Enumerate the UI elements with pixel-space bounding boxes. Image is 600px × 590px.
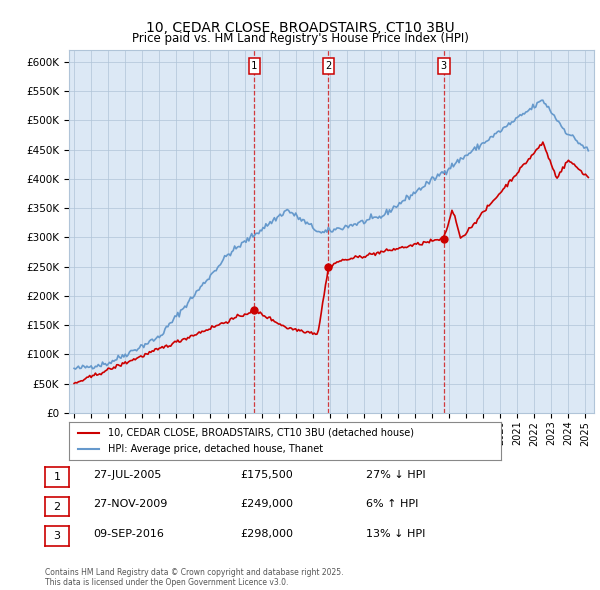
Text: 10, CEDAR CLOSE, BROADSTAIRS, CT10 3BU (detached house): 10, CEDAR CLOSE, BROADSTAIRS, CT10 3BU (… [108,428,414,438]
Text: £175,500: £175,500 [240,470,293,480]
Text: HPI: Average price, detached house, Thanet: HPI: Average price, detached house, Than… [108,444,323,454]
Text: 27% ↓ HPI: 27% ↓ HPI [366,470,425,480]
Text: 27-JUL-2005: 27-JUL-2005 [93,470,161,480]
Text: Contains HM Land Registry data © Crown copyright and database right 2025.
This d: Contains HM Land Registry data © Crown c… [45,568,343,587]
Text: 3: 3 [53,531,61,541]
Text: 10, CEDAR CLOSE, BROADSTAIRS, CT10 3BU: 10, CEDAR CLOSE, BROADSTAIRS, CT10 3BU [146,21,454,35]
Text: £298,000: £298,000 [240,529,293,539]
Text: 27-NOV-2009: 27-NOV-2009 [93,500,167,509]
Text: £249,000: £249,000 [240,500,293,509]
Text: 13% ↓ HPI: 13% ↓ HPI [366,529,425,539]
Text: 2: 2 [53,502,61,512]
Text: 2: 2 [325,61,332,71]
Text: 1: 1 [251,61,257,71]
Text: Price paid vs. HM Land Registry's House Price Index (HPI): Price paid vs. HM Land Registry's House … [131,32,469,45]
Text: 1: 1 [53,472,61,482]
Text: 09-SEP-2016: 09-SEP-2016 [93,529,164,539]
Text: 3: 3 [441,61,447,71]
Text: 6% ↑ HPI: 6% ↑ HPI [366,500,418,509]
